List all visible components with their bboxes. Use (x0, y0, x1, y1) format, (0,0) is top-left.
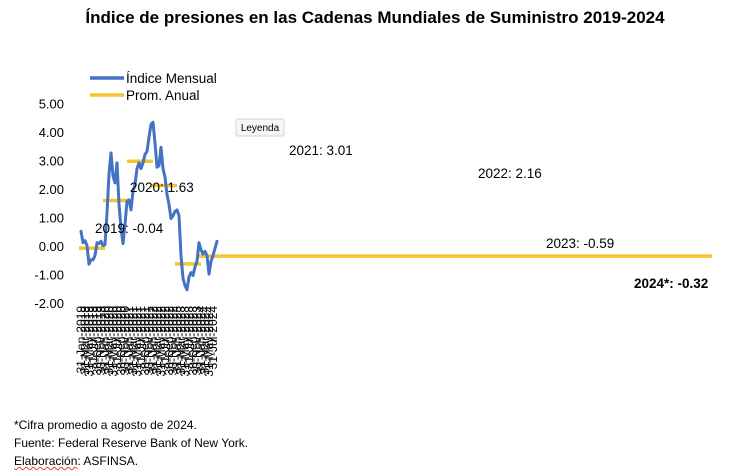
source-note: Fuente: Federal Reserve Bank of New York… (14, 436, 249, 450)
annotation-label: 2021: 3.01 (289, 143, 353, 158)
monthly-index-line (79, 120, 219, 292)
x-tick-label: 31-Jul-2021 (134, 306, 148, 370)
legend: Índice Mensual Prom. Anual (90, 71, 217, 103)
x-tick-label: 31-Jul-2024 (206, 306, 220, 370)
annotation-label: 2019: -0.04 (95, 221, 164, 236)
x-tick-label: 31-Jul-2022 (158, 306, 172, 370)
x-tick-label: 31-May-2019 (82, 306, 96, 377)
x-tick-label: 30-Sep-2021 (138, 306, 152, 376)
x-tick-label: 31-Jan-2021 (122, 306, 136, 374)
x-tick-label: 30-Sep-2023 (186, 306, 200, 376)
x-tick-label: 31-Jan-2020 (98, 306, 112, 374)
y-tick-label: 1.00 (39, 211, 64, 226)
y-axis: 5.00 4.00 3.00 2.00 1.00 0.00 -1.00 -2.00 (34, 97, 64, 312)
x-tick-label: 31-Jul-2019 (86, 306, 100, 370)
x-tick-label: 31-Jan-2022 (146, 306, 160, 374)
x-axis: 31-Jan-201931-Mar-201931-May-201931-Jul-… (74, 306, 220, 377)
x-tick-label: 31-Mar-2022 (150, 306, 164, 375)
x-tick-label: 31-Jan-2019 (74, 306, 88, 374)
y-tick-label: -1.00 (34, 268, 64, 283)
y-tick-label: -2.00 (34, 296, 64, 311)
elaboration-value: : ASFINSA. (77, 454, 139, 468)
x-tick-label: 31-Mar-2021 (126, 306, 140, 375)
x-tick-label: 30-Nov-2022 (166, 306, 180, 376)
x-tick-label: 30-Nov-2020 (118, 306, 132, 376)
x-tick-label: 31-May-2021 (130, 306, 144, 377)
annotation-label: 2020: 1.63 (130, 180, 194, 195)
x-tick-label: 30-Nov-2023 (190, 306, 204, 376)
x-tick-label: 31-Jan-2023 (170, 306, 184, 374)
x-tick-label: 30-Sep-2020 (114, 306, 128, 376)
footnote: *Cifra promedio a agosto de 2024. (14, 418, 197, 432)
annual-average-series (79, 159, 712, 266)
monthly-index-series (79, 120, 219, 292)
x-tick-label: 31-Jan-2024 (194, 306, 208, 374)
tooltip-text: Leyenda (241, 123, 280, 134)
x-tick-label: 31-Mar-2019 (78, 306, 92, 375)
legend-label: Prom. Anual (126, 88, 200, 103)
y-tick-label: 5.00 (39, 97, 64, 112)
chart-title: Índice de presiones en las Cadenas Mundi… (85, 8, 665, 27)
elaboration-label: Elaboración (14, 454, 78, 468)
x-tick-label: 31-May-2022 (154, 306, 168, 377)
annotation-label: 2024*: -0.32 (634, 276, 708, 291)
legend-label: Índice Mensual (126, 71, 217, 86)
x-tick-label: 30-Sep-2022 (162, 306, 176, 376)
annotation-label: 2022: 2.16 (478, 166, 542, 181)
x-tick-label: 30-Nov-2019 (94, 306, 108, 376)
x-tick-label: 31-Mar-2020 (102, 306, 116, 375)
x-tick-label: 31-Mar-2023 (174, 306, 188, 375)
x-tick-label: 31-Jul-2020 (110, 306, 124, 370)
tooltip-box (235, 118, 285, 137)
annotations: 2019: -0.04 2020: 1.63 2021: 3.01 2022: 2.1… (95, 143, 708, 291)
x-tick-label: 31-Jul-2023 (182, 306, 196, 370)
x-tick-label: 31-May-2024 (202, 306, 216, 377)
annotation-label: 2023: -0.59 (546, 236, 614, 251)
elaboration-note: Elaboración: ASFINSA. (14, 454, 138, 468)
y-tick-label: 4.00 (39, 125, 64, 140)
y-tick-label: 0.00 (39, 239, 64, 254)
x-tick-label: 31-Mar-2024 (198, 306, 212, 375)
x-tick-label: 30-Nov-2021 (142, 306, 156, 376)
y-tick-label: 2.00 (39, 182, 64, 197)
x-tick-label: 31-May-2020 (106, 306, 120, 377)
x-tick-label: 31-May-2023 (178, 306, 192, 377)
legend-tooltip: Leyenda (235, 118, 285, 137)
y-tick-label: 3.00 (39, 154, 64, 169)
x-tick-label: 30-Sep-2019 (90, 306, 104, 376)
